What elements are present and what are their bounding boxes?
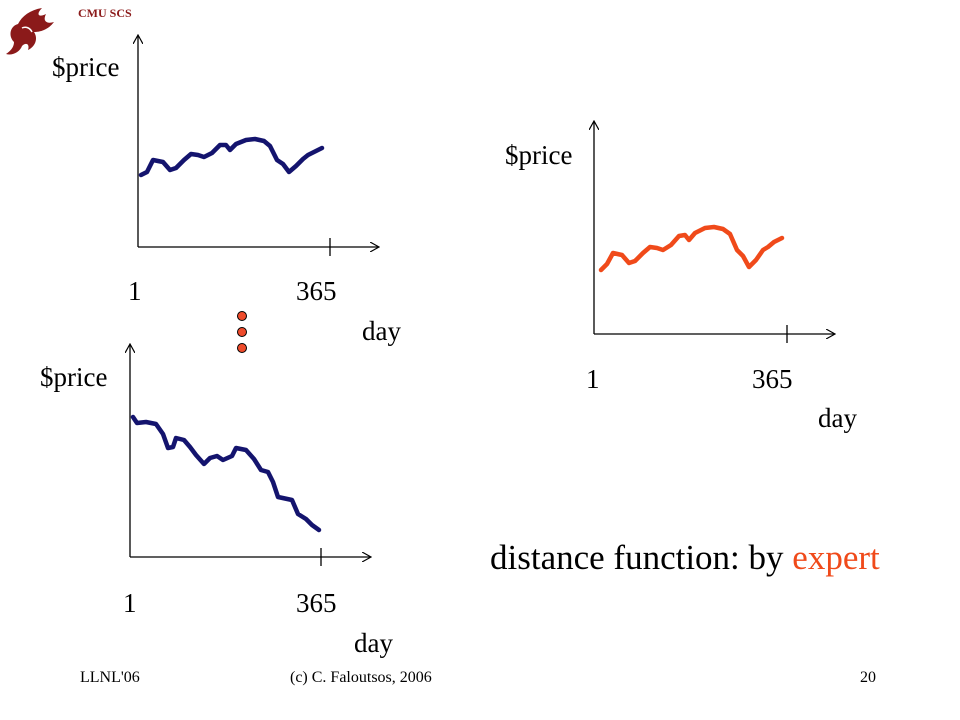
chart-2-x-start: 1	[586, 364, 600, 394]
chart-3-y-label: $price	[40, 362, 108, 392]
chart-3-x-end: 365	[296, 588, 337, 618]
caption: distance function: by expert	[490, 540, 880, 575]
chart-2-y-label: $price	[505, 140, 573, 170]
chart-1-x-end: 365	[296, 276, 337, 306]
chart-3-x-label: day	[354, 628, 393, 658]
ellipsis-dot	[237, 311, 247, 321]
chart-1-x-start: 1	[128, 276, 142, 306]
logo-text: CMU SCS	[78, 6, 132, 20]
ellipsis-dot	[237, 343, 247, 353]
caption-prefix: distance function: by	[490, 538, 793, 577]
chart-1-y-label: $price	[52, 52, 120, 82]
chart-3-axes	[130, 345, 370, 566]
chart-1-price-series	[138, 136, 325, 178]
footer-center: (c) C. Faloutsos, 2006	[290, 669, 432, 686]
ellipsis-dots	[237, 311, 247, 353]
ellipsis-dot	[237, 327, 247, 337]
footer-left: LLNL'06	[80, 669, 140, 686]
chart-1-axes	[138, 36, 378, 256]
chart-2-price-series	[598, 224, 785, 273]
dragon-logo-icon	[6, 8, 54, 55]
caption-highlight: expert	[792, 538, 880, 577]
chart-3-x-start: 1	[123, 588, 137, 618]
page-number: 20	[860, 669, 876, 686]
chart-3-price-series	[130, 414, 322, 533]
chart-2-x-label: day	[818, 403, 857, 433]
chart-1-x-label: day	[362, 316, 401, 346]
chart-2-axes	[594, 122, 834, 343]
chart-2-x-end: 365	[752, 364, 793, 394]
